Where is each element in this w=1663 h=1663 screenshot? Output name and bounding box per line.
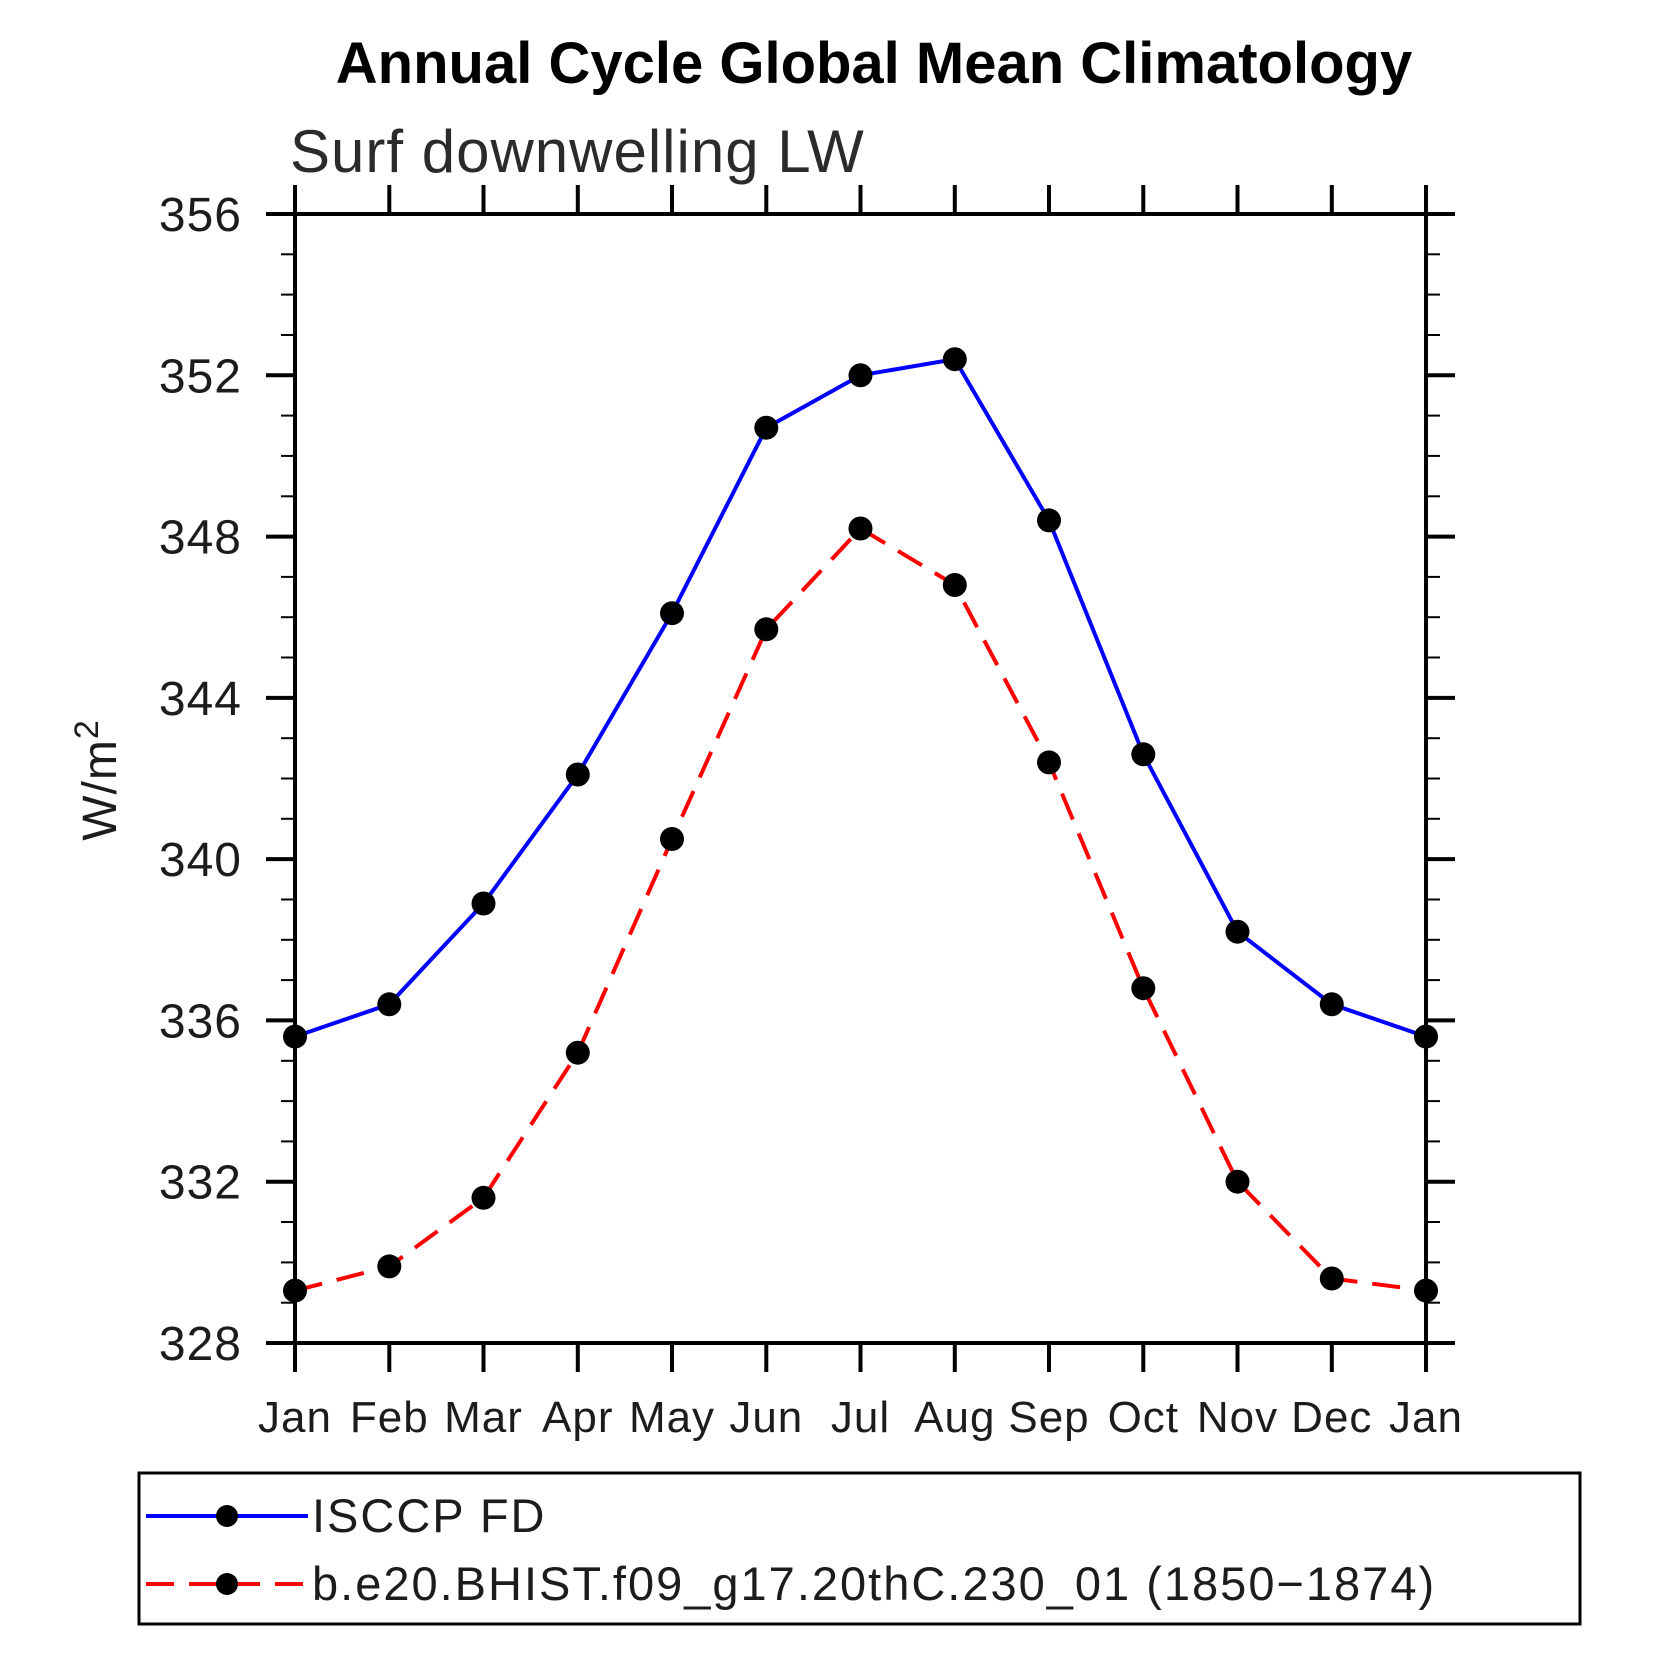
x-tick-label: Aug: [914, 1393, 995, 1442]
x-tick-label: Oct: [1108, 1393, 1179, 1442]
data-point-marker-series-0: [377, 992, 402, 1017]
y-tick-label: 356: [159, 189, 242, 242]
y-tick-label: 336: [159, 995, 242, 1048]
x-tick-label: May: [629, 1393, 715, 1442]
x-tick-label: Dec: [1291, 1393, 1372, 1442]
x-tick-label: Sep: [1008, 1393, 1089, 1442]
data-point-marker-series-1: [1037, 750, 1061, 775]
legend-marker-1: [216, 1573, 238, 1595]
legend-label-0: ISCCP FD: [312, 1489, 547, 1542]
data-point-marker-series-1: [942, 573, 967, 597]
data-point-marker-series-0: [1037, 508, 1061, 533]
data-point-marker-series-1: [660, 827, 684, 851]
y-tick-label: 344: [159, 673, 242, 726]
data-point-marker-series-1: [1414, 1278, 1438, 1303]
data-point-marker-series-0: [565, 762, 590, 787]
y-tick-label: 348: [159, 512, 242, 565]
series-line-0: [294, 356, 1427, 1039]
data-point-marker-series-0: [942, 347, 967, 372]
y-axis-label-base: W/m: [74, 739, 127, 841]
data-point-marker-series-0: [1319, 992, 1344, 1017]
data-point-marker-series-0: [660, 601, 684, 626]
legend: ISCCP FD b.e20.BHIST.f09_g17.20thC.230_01…: [137, 1471, 1582, 1626]
data-point-marker-series-1: [1225, 1169, 1250, 1194]
y-tick-label: 332: [159, 1157, 242, 1210]
data-point-marker-series-1: [565, 1040, 590, 1065]
data-point-marker-series-0: [283, 1024, 307, 1049]
x-tick-label: Nov: [1197, 1393, 1278, 1442]
data-point-marker-series-1: [377, 1254, 402, 1279]
x-tick-label: Jan: [1389, 1393, 1463, 1442]
y-tick-label: 340: [159, 834, 242, 887]
legend-box: [137, 1471, 1582, 1626]
data-point-marker-series-0: [1414, 1024, 1438, 1049]
x-tick-label: Jul: [831, 1393, 890, 1442]
legend-marker-0: [216, 1505, 238, 1527]
y-axis-label-exponent: 2: [68, 719, 106, 739]
plot-area: Jan Feb Mar Apr May Jun Jul Aug Sep Oct Nov Dec Jan 3…: [159, 185, 1463, 1442]
x-tick-label: Jan: [258, 1393, 332, 1442]
data-point-marker-series-0: [1131, 742, 1156, 767]
x-tick-label: Feb: [350, 1393, 429, 1442]
series-line-1: [294, 525, 1427, 1293]
data-point-marker-series-0: [848, 363, 873, 388]
chart-title: Annual Cycle Global Mean Climatology: [336, 31, 1412, 96]
data-point-marker-series-1: [848, 516, 873, 541]
x-tick-label: Apr: [542, 1393, 613, 1442]
x-tick-label: Jun: [729, 1393, 803, 1442]
x-tick-label: Mar: [444, 1393, 523, 1442]
legend-label-1: b.e20.BHIST.f09_g17.20thC.230_01 (1850−1…: [312, 1557, 1436, 1610]
y-tick-label: 328: [159, 1318, 242, 1371]
chart-subtitle: Surf downwelling LW: [290, 118, 865, 185]
y-tick-label: 352: [159, 350, 242, 403]
data-point-marker-series-0: [471, 891, 496, 916]
data-point-marker-series-1: [754, 617, 779, 642]
data-point-marker-series-0: [1225, 919, 1250, 944]
data-point-marker-series-1: [471, 1185, 496, 1210]
data-point-marker-series-1: [283, 1278, 307, 1303]
data-point-marker-series-0: [754, 415, 779, 440]
y-axis-label: W/m2: [68, 719, 127, 841]
data-point-marker-series-1: [1319, 1266, 1344, 1291]
data-point-marker-series-1: [1131, 976, 1156, 1001]
